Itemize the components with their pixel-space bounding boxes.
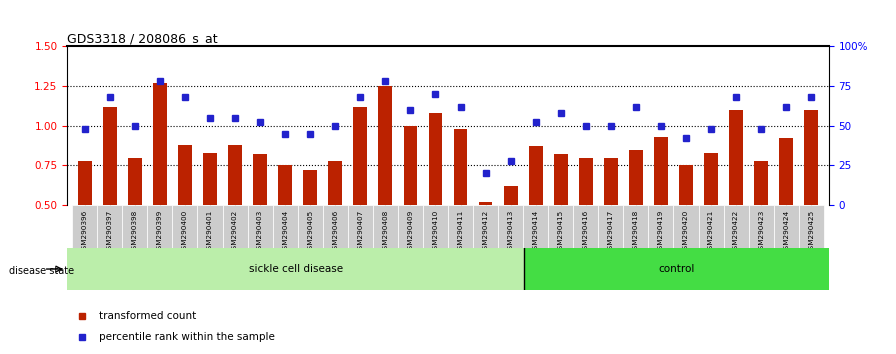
Bar — [805, 110, 818, 205]
Bar — [279, 166, 292, 205]
Text: GSM290420: GSM290420 — [683, 210, 689, 254]
Text: GSM290408: GSM290408 — [383, 210, 388, 254]
Text: GSM290411: GSM290411 — [458, 210, 463, 254]
Bar — [604, 158, 617, 205]
Text: GSM290409: GSM290409 — [408, 210, 413, 254]
Bar — [103, 107, 116, 205]
Bar — [153, 82, 167, 205]
Bar — [197, 205, 222, 248]
Bar — [78, 161, 91, 205]
Bar — [498, 205, 523, 248]
Text: GSM290405: GSM290405 — [307, 210, 314, 254]
Bar — [128, 158, 142, 205]
Bar — [478, 202, 493, 205]
Text: GSM290413: GSM290413 — [508, 210, 513, 254]
Text: transformed count: transformed count — [99, 311, 196, 321]
Bar — [272, 205, 297, 248]
Bar — [798, 205, 823, 248]
Bar — [222, 205, 247, 248]
Text: GSM290402: GSM290402 — [232, 210, 238, 254]
Text: sickle cell disease: sickle cell disease — [248, 264, 343, 274]
Text: GSM290414: GSM290414 — [533, 210, 538, 254]
Text: GSM290416: GSM290416 — [582, 210, 589, 254]
Bar — [378, 86, 392, 205]
Text: GSM290425: GSM290425 — [808, 210, 814, 254]
Bar — [529, 147, 543, 205]
Bar — [504, 186, 518, 205]
Bar — [624, 205, 649, 248]
Bar — [98, 205, 123, 248]
Text: GSM290422: GSM290422 — [733, 210, 739, 254]
Text: GSM290399: GSM290399 — [157, 210, 163, 254]
Bar — [304, 170, 317, 205]
Bar — [679, 166, 693, 205]
Bar — [297, 205, 323, 248]
Bar — [123, 205, 147, 248]
Bar — [67, 248, 524, 290]
Text: GDS3318 / 208086_s_at: GDS3318 / 208086_s_at — [67, 32, 218, 45]
Bar — [629, 149, 642, 205]
Bar — [203, 153, 217, 205]
Bar — [254, 154, 267, 205]
Bar — [599, 205, 624, 248]
Bar — [699, 205, 724, 248]
Bar — [654, 137, 668, 205]
Text: GSM290397: GSM290397 — [107, 210, 113, 254]
Text: GSM290419: GSM290419 — [658, 210, 664, 254]
Text: GSM290421: GSM290421 — [708, 210, 714, 254]
Text: GSM290412: GSM290412 — [483, 210, 488, 254]
Bar — [724, 205, 749, 248]
Text: GSM290410: GSM290410 — [433, 210, 438, 254]
Text: GSM290404: GSM290404 — [282, 210, 289, 254]
Text: GSM290418: GSM290418 — [633, 210, 639, 254]
Bar — [323, 205, 348, 248]
Text: GSM290415: GSM290415 — [557, 210, 564, 254]
Bar — [704, 153, 718, 205]
Text: control: control — [659, 264, 694, 274]
Bar — [749, 205, 773, 248]
Bar — [428, 113, 443, 205]
Bar — [348, 205, 373, 248]
Bar — [228, 145, 242, 205]
Text: GSM290417: GSM290417 — [607, 210, 614, 254]
Text: percentile rank within the sample: percentile rank within the sample — [99, 332, 275, 342]
Bar — [353, 107, 367, 205]
Bar — [403, 126, 418, 205]
Bar — [773, 205, 798, 248]
Bar — [548, 205, 573, 248]
Text: GSM290396: GSM290396 — [82, 210, 88, 254]
Text: GSM290400: GSM290400 — [182, 210, 188, 254]
Text: disease state: disease state — [9, 266, 74, 276]
Bar — [423, 205, 448, 248]
Bar — [172, 205, 197, 248]
Bar — [780, 138, 793, 205]
Bar — [247, 205, 272, 248]
Bar — [328, 161, 342, 205]
Bar — [398, 205, 423, 248]
Text: GSM290398: GSM290398 — [132, 210, 138, 254]
Bar — [573, 205, 599, 248]
Bar — [649, 205, 674, 248]
Text: GSM290424: GSM290424 — [783, 210, 789, 254]
Bar — [73, 205, 98, 248]
Bar — [524, 248, 829, 290]
Bar — [448, 205, 473, 248]
Text: GSM290403: GSM290403 — [257, 210, 263, 254]
Text: GSM290406: GSM290406 — [332, 210, 339, 254]
Text: GSM290407: GSM290407 — [358, 210, 363, 254]
Bar — [453, 129, 468, 205]
Text: GSM290401: GSM290401 — [207, 210, 213, 254]
Bar — [473, 205, 498, 248]
Bar — [729, 110, 743, 205]
Bar — [579, 158, 592, 205]
Bar — [554, 154, 568, 205]
Bar — [523, 205, 548, 248]
Text: GSM290423: GSM290423 — [758, 210, 764, 254]
Bar — [373, 205, 398, 248]
Bar — [178, 145, 192, 205]
Bar — [147, 205, 172, 248]
Bar — [754, 161, 768, 205]
Bar — [674, 205, 699, 248]
